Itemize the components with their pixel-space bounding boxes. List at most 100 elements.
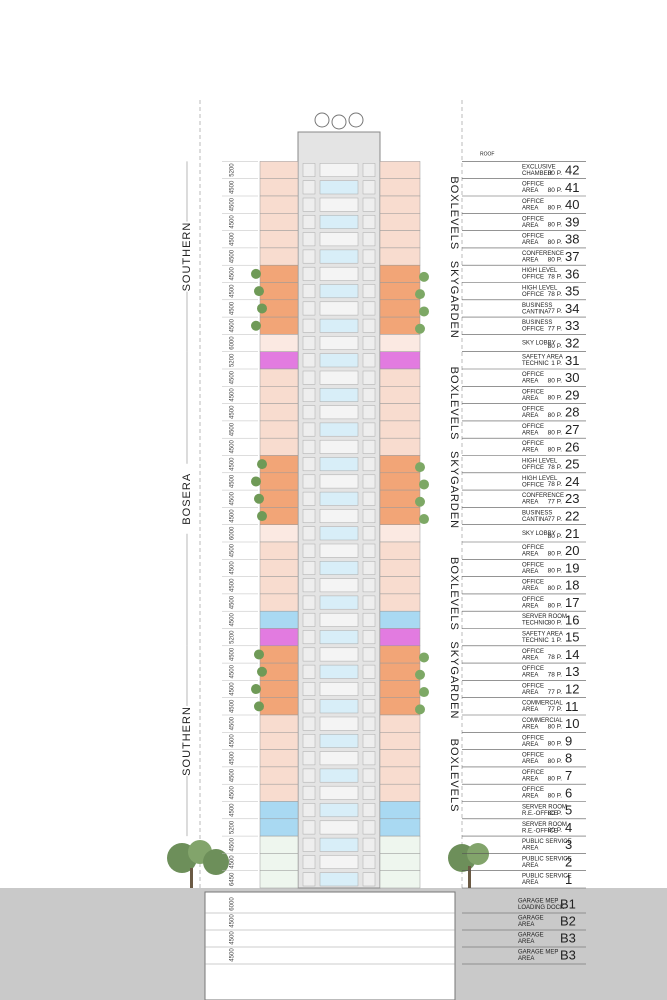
level-height: 6000 <box>230 336 236 350</box>
floor-number: 19 <box>565 560 579 575</box>
core-shaft <box>362 526 376 541</box>
floor-number: 3 <box>565 837 572 852</box>
core-shaft <box>362 336 376 350</box>
core-shaft <box>362 872 376 887</box>
floor-occupancy: 80 P. <box>548 204 563 211</box>
floor-right <box>379 368 421 387</box>
floor-occupancy: 80 P. <box>548 170 563 177</box>
floor-number: 22 <box>565 508 579 523</box>
plant <box>251 684 261 695</box>
floor-right <box>379 628 421 647</box>
floor-left <box>259 368 299 387</box>
core-shaft <box>362 785 376 800</box>
floor-number: 40 <box>565 197 579 212</box>
level-height: 6450 <box>230 872 236 886</box>
core-cell <box>319 561 359 575</box>
floor-use: AREA <box>522 846 538 852</box>
floor-use: OFFICE <box>522 482 544 488</box>
core-shaft <box>362 716 376 731</box>
floor-left <box>259 628 299 647</box>
floor-right <box>379 645 421 664</box>
floor-right <box>379 559 421 577</box>
floor-occupancy: 80 P. <box>548 602 563 609</box>
core-cell <box>319 422 359 437</box>
core-cell <box>319 405 359 420</box>
district-label: BOSERA <box>181 473 193 525</box>
floor-use: OFFICE <box>522 182 544 188</box>
plant <box>419 514 429 525</box>
core-shaft <box>302 837 316 852</box>
core-shaft <box>302 768 316 783</box>
core-cell <box>319 388 359 402</box>
floor-occupancy: 80 P. <box>548 827 563 834</box>
core-cell <box>319 284 359 299</box>
floor-occupancy: 80 P. <box>548 395 563 402</box>
floor-occupancy: 80 P. <box>548 620 563 627</box>
core-shaft <box>362 543 376 558</box>
plant <box>254 649 264 660</box>
plant <box>251 268 261 279</box>
floor-occupancy: 80 P. <box>548 723 563 730</box>
floor-use: AREA <box>518 939 534 945</box>
floor-use: AREA <box>522 378 538 384</box>
floor-use: AREA <box>522 603 538 609</box>
floor-use: AREA <box>522 880 538 886</box>
core-cell <box>319 336 359 350</box>
floor-number: 2 <box>565 854 572 869</box>
core-shaft <box>362 803 376 818</box>
plant <box>254 286 264 297</box>
level-height: 4500 <box>230 440 236 454</box>
floor-use: AREA <box>522 863 538 869</box>
floor-occupancy: 80 P. <box>548 550 563 557</box>
floor-left <box>259 420 299 439</box>
floor-left <box>259 559 299 577</box>
floor-occupancy: 78 P. <box>548 654 563 661</box>
plant <box>415 462 425 473</box>
floor-use: AREA <box>518 922 534 928</box>
core-cell <box>319 526 359 541</box>
floor-right <box>379 351 421 370</box>
floor-use: AREA <box>522 569 538 575</box>
floor-use: OFFICE <box>522 327 544 333</box>
level-height: 4500 <box>230 578 236 592</box>
level-height: 4500 <box>230 405 236 419</box>
plant <box>419 479 429 490</box>
floor-left <box>259 334 299 352</box>
level-height: 5200 <box>230 163 236 177</box>
basement-box <box>204 891 456 1000</box>
floor-occupancy: 80 P. <box>548 741 563 748</box>
core-shaft <box>302 612 316 627</box>
district-bg <box>180 221 194 292</box>
floor-left <box>259 524 299 543</box>
floor-use: OFFICE <box>522 424 544 430</box>
core-cell <box>319 474 359 489</box>
core-shaft <box>302 872 316 887</box>
floor-use: BUSINESS <box>522 510 552 516</box>
core-shaft <box>362 301 376 316</box>
core-shaft <box>302 751 316 766</box>
floor-use: AREA <box>522 551 538 557</box>
floor-left <box>259 853 299 871</box>
plant <box>415 669 425 680</box>
floor-number: 27 <box>565 422 579 437</box>
core-shaft <box>302 699 316 714</box>
core-cell <box>319 232 359 247</box>
core-cell <box>319 734 359 748</box>
core-shaft <box>302 474 316 489</box>
core-shaft <box>302 232 316 247</box>
level-height: 4500 <box>230 613 236 627</box>
floor-right <box>379 161 421 179</box>
floor-use: AREA <box>522 724 538 730</box>
floor-use: AREA <box>522 396 538 402</box>
floor-use: COMMERCIAL <box>522 701 563 707</box>
floor-use: OFFICE <box>522 787 544 793</box>
core-shaft <box>362 180 376 195</box>
core-shaft <box>302 785 316 800</box>
core-cell <box>319 595 359 610</box>
core-shaft <box>362 284 376 299</box>
floor-number: 16 <box>565 612 579 627</box>
core-cell <box>319 699 359 714</box>
level-height: 4500 <box>230 768 236 782</box>
core-shaft <box>302 716 316 731</box>
level-height: 6000 <box>230 897 236 911</box>
